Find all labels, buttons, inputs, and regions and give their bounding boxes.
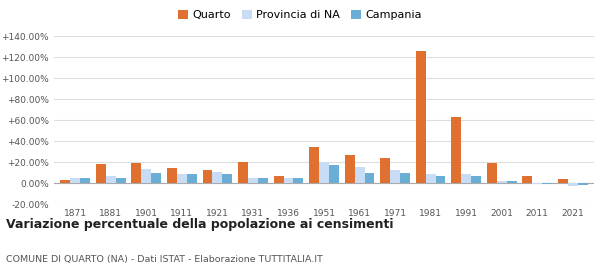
Bar [70,178,80,183]
Bar [284,178,293,183]
Bar [116,178,126,183]
Bar [380,158,390,183]
Bar [542,183,552,184]
Bar [400,173,410,183]
Bar [106,176,116,183]
Bar [203,170,212,183]
Bar [344,155,355,183]
Bar [451,117,461,183]
Bar [187,174,197,183]
Bar [319,162,329,183]
Bar [274,176,284,183]
Bar [471,176,481,183]
Bar [355,167,365,183]
Bar [167,168,177,183]
Bar [151,173,161,183]
Legend: Quarto, Provincia di NA, Campania: Quarto, Provincia di NA, Campania [173,6,427,25]
Bar [96,164,106,183]
Bar [390,170,400,183]
Bar [309,147,319,183]
Bar [522,176,532,183]
Bar [558,179,568,183]
Bar [258,178,268,183]
Bar [238,162,248,183]
Bar [365,173,374,183]
Bar [61,180,70,183]
Text: COMUNE DI QUARTO (NA) - Dati ISTAT - Elaborazione TUTTITALIA.IT: COMUNE DI QUARTO (NA) - Dati ISTAT - Ela… [6,255,323,264]
Bar [436,176,445,183]
Bar [416,51,425,183]
Bar [506,181,517,183]
Bar [497,181,506,183]
Bar [568,183,578,186]
Bar [487,163,497,183]
Bar [223,174,232,183]
Bar [142,169,151,183]
Bar [212,172,223,183]
Bar [131,163,142,183]
Bar [248,178,258,183]
Bar [425,174,436,183]
Text: Variazione percentuale della popolazione ai censimenti: Variazione percentuale della popolazione… [6,218,394,231]
Bar [578,183,587,185]
Bar [177,174,187,183]
Bar [461,174,471,183]
Bar [532,183,542,185]
Bar [329,165,339,183]
Bar [293,178,304,183]
Bar [80,178,90,183]
